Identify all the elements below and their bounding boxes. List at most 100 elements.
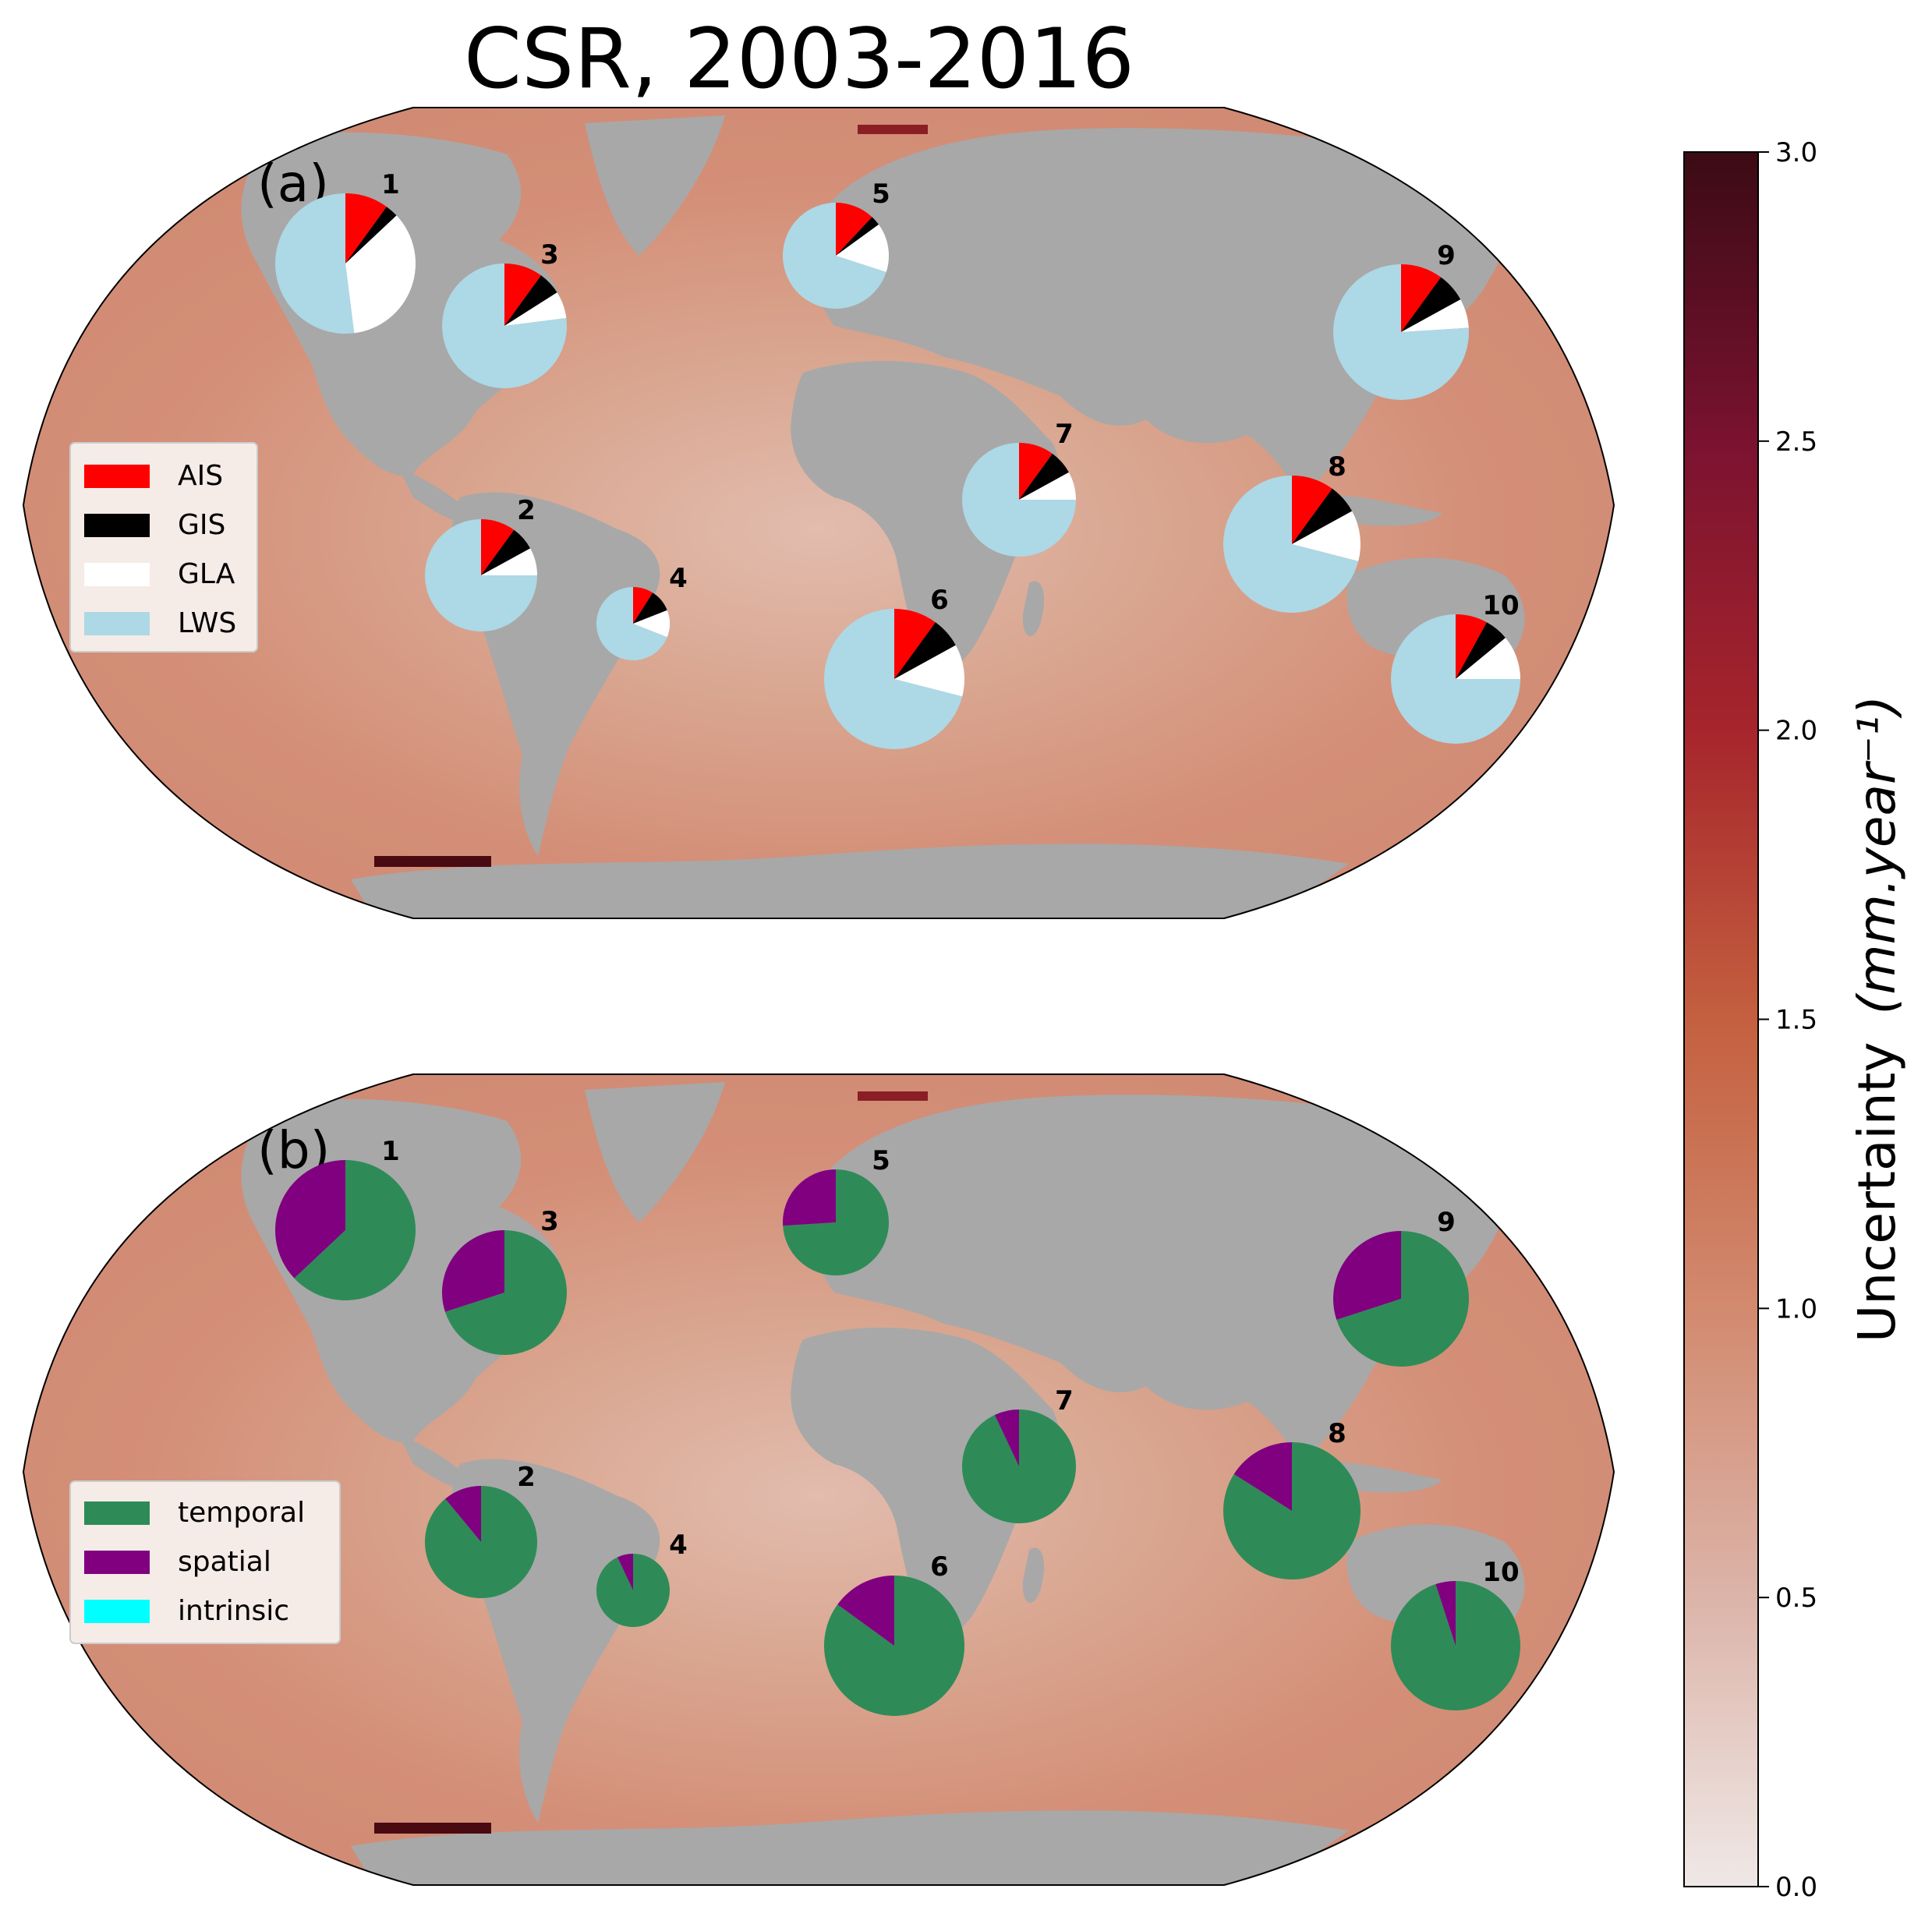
pie-slice-ais-region-4 bbox=[633, 587, 653, 624]
pie-region-8-a: 8 bbox=[1223, 451, 1361, 614]
region-label: 2 bbox=[517, 1462, 536, 1493]
region-label: 3 bbox=[540, 1206, 559, 1237]
colorbar-tick-label: 0.5 bbox=[1775, 1583, 1817, 1614]
region-label: 8 bbox=[1328, 1418, 1346, 1449]
pie-slice-gis-region-2 bbox=[481, 529, 531, 575]
region-label: 5 bbox=[872, 179, 890, 210]
pie-slice-gis-region-10 bbox=[1456, 622, 1506, 679]
region-label: 3 bbox=[540, 239, 559, 271]
colorbar-tick-label: 1.5 bbox=[1775, 1005, 1817, 1036]
legend-swatch-ais bbox=[84, 465, 150, 488]
legend-b: temporal spatial intrinsic bbox=[69, 1480, 341, 1644]
pie-slice-ais-region-5 bbox=[836, 203, 872, 256]
pie-region-3-b: 3 bbox=[442, 1206, 568, 1355]
pie-slice-lws-region-5 bbox=[783, 203, 886, 309]
pie-slice-gis-region-1 bbox=[345, 207, 397, 263]
pie-slice-gla-region-7 bbox=[1019, 472, 1076, 500]
pie-slice-spatial-region-9 bbox=[1332, 1231, 1401, 1320]
pie-slice-gla-region-1 bbox=[345, 215, 416, 334]
colorbar-tick-label: 3.0 bbox=[1775, 137, 1817, 168]
pie-slice-lws-region-9 bbox=[1333, 263, 1470, 400]
pie-slice-spatial-region-5 bbox=[783, 1169, 836, 1226]
legend-label-gis: GIS bbox=[178, 509, 225, 541]
pie-region-7-b: 7 bbox=[962, 1385, 1077, 1523]
pie-region-3-a: 3 bbox=[442, 239, 568, 388]
pie-slice-spatial-region-10 bbox=[1435, 1581, 1456, 1646]
pie-slice-ais-region-9 bbox=[1401, 264, 1442, 332]
pie-slice-lws-region-4 bbox=[596, 586, 667, 660]
pie-slice-temporal-region-4 bbox=[596, 1554, 670, 1627]
pie-slice-lws-region-3 bbox=[442, 263, 568, 388]
region-label: 5 bbox=[872, 1145, 890, 1176]
region-label: 1 bbox=[381, 1136, 400, 1167]
legend-swatch-spatial bbox=[84, 1551, 150, 1574]
legend-a-frame bbox=[69, 442, 258, 653]
pie-region-10-a: 10 bbox=[1391, 590, 1520, 744]
region-label: 8 bbox=[1328, 451, 1346, 483]
pie-slice-gis-region-6 bbox=[894, 622, 956, 679]
pie-slice-spatial-region-2 bbox=[445, 1486, 481, 1542]
pie-slice-temporal-region-10 bbox=[1390, 1581, 1520, 1710]
region-label: 2 bbox=[517, 495, 536, 526]
pie-region-5-a: 5 bbox=[783, 179, 890, 309]
colorbar-gradient bbox=[1683, 151, 1759, 1887]
pie-slice-temporal-region-7 bbox=[962, 1409, 1077, 1523]
pie-slice-lws-region-1 bbox=[274, 193, 355, 334]
pie-charts-b: 1 2 3 4 5 6 7 8 9 10 bbox=[274, 1136, 1520, 1716]
pie-slice-temporal-region-1 bbox=[294, 1160, 416, 1300]
legend-swatch-lws bbox=[84, 612, 150, 635]
legend-label-temporal: temporal bbox=[178, 1497, 305, 1529]
pie-slice-temporal-region-5 bbox=[783, 1169, 889, 1276]
colorbar-label-text: Uncertainty bbox=[1847, 1042, 1907, 1343]
colorbar-ticks: 0.0 0.5 1.0 1.5 2.0 2.5 3.0 bbox=[1758, 137, 1817, 1903]
legend-swatch-gis bbox=[84, 514, 150, 537]
colorbar-tick-label: 1.0 bbox=[1775, 1293, 1817, 1325]
colorbar: 0.0 0.5 1.0 1.5 2.0 2.5 3.0 Uncertainty (mm.ye… bbox=[1683, 137, 1907, 1903]
pie-region-6-a: 6 bbox=[824, 585, 964, 749]
pie-slice-ais-region-1 bbox=[345, 193, 387, 263]
pie-region-8-b: 8 bbox=[1223, 1418, 1361, 1580]
pie-slice-spatial-region-1 bbox=[274, 1160, 345, 1279]
legend-swatch-gla bbox=[84, 563, 150, 586]
colorbar-tick-label: 0.0 bbox=[1775, 1872, 1817, 1903]
figure-title: CSR, 2003-2016 bbox=[464, 11, 1134, 107]
pie-region-5-b: 5 bbox=[783, 1145, 890, 1276]
high-uncertainty-patch-a2 bbox=[858, 125, 928, 134]
high-uncertainty-patch-b bbox=[374, 1823, 491, 1834]
region-label: 4 bbox=[669, 1530, 688, 1561]
pie-slice-gla-region-3 bbox=[504, 292, 567, 326]
region-label: 6 bbox=[930, 585, 949, 616]
high-uncertainty-patch-a bbox=[374, 856, 491, 867]
region-label: 1 bbox=[381, 169, 400, 200]
pie-slice-lws-region-7 bbox=[962, 443, 1076, 557]
pie-region-9-a: 9 bbox=[1333, 240, 1470, 400]
legend-a: AIS GIS GLA LWS bbox=[69, 442, 258, 653]
region-label: 7 bbox=[1055, 419, 1074, 450]
pie-region-6-b: 6 bbox=[824, 1551, 964, 1716]
colorbar-label: Uncertainty (mm.year⁻¹) bbox=[1847, 695, 1907, 1342]
pie-region-1-b: 1 bbox=[274, 1136, 416, 1300]
pie-slice-spatial-region-3 bbox=[442, 1230, 504, 1312]
legend-swatch-intrinsic bbox=[84, 1600, 150, 1623]
pie-slice-temporal-region-9 bbox=[1336, 1231, 1469, 1367]
region-label: 6 bbox=[930, 1551, 949, 1583]
pie-slice-gis-region-3 bbox=[504, 275, 557, 326]
pie-slice-temporal-region-3 bbox=[444, 1230, 568, 1355]
pie-slice-gla-region-6 bbox=[894, 645, 964, 697]
pie-slice-gla-region-10 bbox=[1456, 638, 1520, 679]
pie-slice-gla-region-9 bbox=[1401, 299, 1469, 332]
pie-region-7-a: 7 bbox=[962, 419, 1076, 557]
colorbar-unit: (mm.year⁻¹) bbox=[1847, 695, 1907, 1015]
pie-slice-gis-region-8 bbox=[1292, 488, 1353, 544]
pie-slice-gis-region-9 bbox=[1401, 277, 1461, 332]
pie-slice-ais-region-3 bbox=[504, 263, 542, 326]
pie-slice-temporal-region-8 bbox=[1223, 1442, 1361, 1580]
pie-charts-a: 1 2 3 4 5 6 7 8 9 10 bbox=[274, 169, 1520, 749]
pie-slice-spatial-region-7 bbox=[994, 1409, 1019, 1466]
legend-label-gla: GLA bbox=[178, 558, 235, 590]
region-label: 10 bbox=[1482, 1557, 1519, 1588]
pie-slice-ais-region-2 bbox=[481, 519, 515, 575]
